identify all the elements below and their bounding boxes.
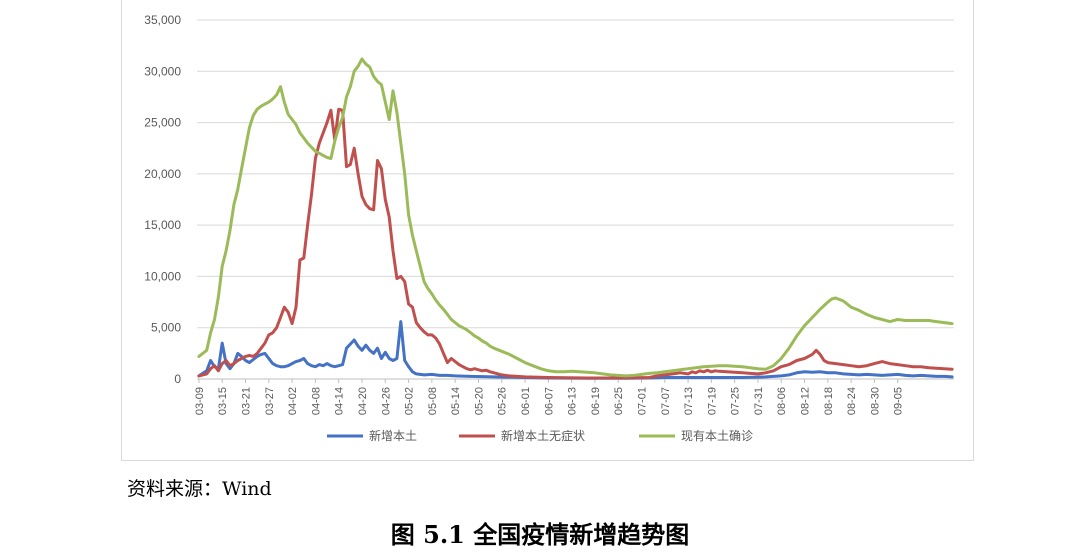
x-tick-label: 08-24 bbox=[846, 387, 858, 415]
chart-frame: 0 5,000 10,000 15,000 20,000 25,000 30,000 35,0… bbox=[121, 0, 974, 461]
x-tick-label: 05-02 bbox=[404, 387, 416, 415]
x-tick-label: 05-08 bbox=[427, 387, 439, 415]
y-tick-label: 30,000 bbox=[144, 64, 181, 78]
x-tick-label: 08-06 bbox=[776, 387, 788, 415]
x-tick-label: 04-26 bbox=[380, 387, 392, 415]
x-tick-label: 06-25 bbox=[613, 387, 625, 415]
y-tick-label: 25,000 bbox=[144, 116, 181, 130]
x-tick-label: 09-05 bbox=[893, 387, 905, 415]
x-tick-label: 07-19 bbox=[706, 387, 718, 415]
legend-label: 现有本土确诊 bbox=[681, 429, 753, 443]
x-tick-label: 03-09 bbox=[194, 387, 206, 415]
series-line bbox=[197, 320, 954, 380]
y-tick-label: 15,000 bbox=[144, 218, 181, 232]
x-tick-label: 04-08 bbox=[310, 387, 322, 415]
x-tick-label: 07-01 bbox=[636, 387, 648, 415]
x-tick-label: 06-19 bbox=[590, 387, 602, 415]
x-tick-label: 04-02 bbox=[287, 387, 299, 415]
y-tick-label: 10,000 bbox=[144, 269, 181, 283]
x-tick-label: 05-20 bbox=[473, 387, 485, 415]
y-tick-label: 5,000 bbox=[151, 321, 181, 335]
x-tick-label: 08-30 bbox=[869, 387, 881, 415]
x-tick-label: 03-15 bbox=[217, 387, 229, 415]
y-tick-label: 20,000 bbox=[144, 167, 181, 181]
x-tick-label: 04-14 bbox=[334, 387, 346, 415]
line-chart: 0 5,000 10,000 15,000 20,000 25,000 30,000 35,0… bbox=[144, 13, 954, 443]
x-tick-label: 06-01 bbox=[520, 387, 532, 415]
x-tick-label: 07-13 bbox=[683, 387, 695, 415]
y-tick-label: 0 bbox=[174, 372, 181, 386]
y-tick-label: 35,000 bbox=[144, 13, 181, 27]
x-tick-label: 05-14 bbox=[450, 387, 462, 415]
x-tick-label: 04-20 bbox=[357, 387, 369, 415]
series-line bbox=[197, 57, 954, 378]
x-tick-label: 08-18 bbox=[823, 387, 835, 415]
x-tick-label: 05-26 bbox=[497, 387, 509, 415]
x-tick-label: 03-27 bbox=[264, 387, 276, 415]
source-note: 资料来源：Wind bbox=[127, 478, 272, 500]
x-tick-label: 07-07 bbox=[660, 387, 672, 415]
legend-label: 新增本土 bbox=[369, 428, 417, 443]
x-tick-label: 06-13 bbox=[567, 387, 579, 415]
x-tick-label: 07-31 bbox=[753, 387, 765, 415]
x-tick-label: 03-21 bbox=[241, 387, 253, 415]
x-tick-label: 06-07 bbox=[543, 387, 555, 415]
x-tick-label: 07-25 bbox=[730, 387, 742, 415]
figure-caption: 图 5.1 全国疫情新增趋势图 bbox=[390, 520, 690, 549]
legend-label: 新增本土无症状 bbox=[501, 428, 585, 443]
series-line bbox=[197, 107, 954, 380]
x-tick-label: 08-12 bbox=[800, 387, 812, 415]
